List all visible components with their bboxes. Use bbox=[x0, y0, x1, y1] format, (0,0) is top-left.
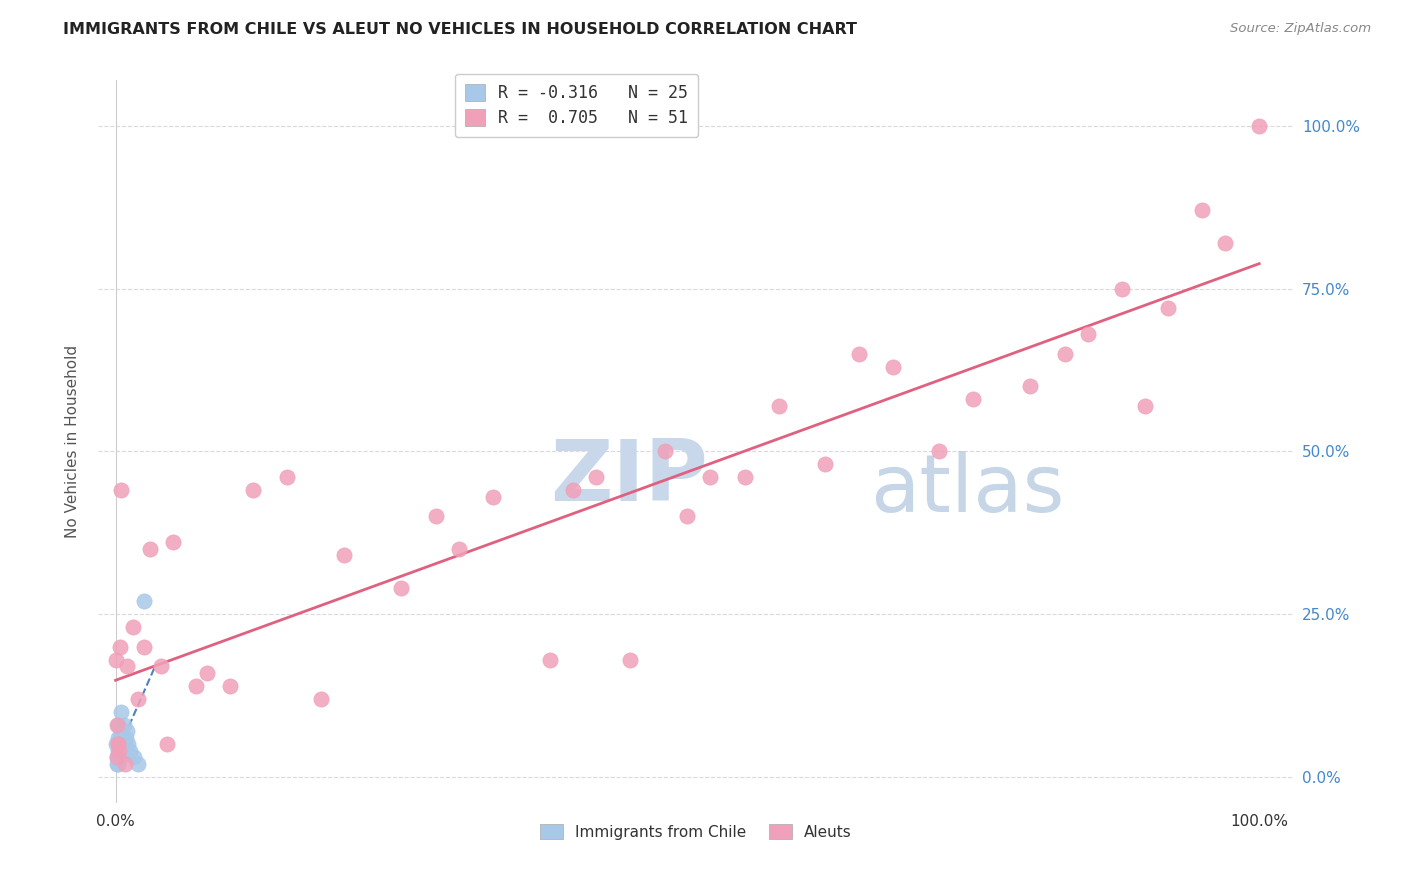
Point bbox=[1019, 379, 1042, 393]
Point bbox=[105, 717, 128, 731]
Legend: Immigrants from Chile, Aleuts: Immigrants from Chile, Aleuts bbox=[534, 818, 858, 846]
Point bbox=[107, 737, 129, 751]
Point bbox=[114, 737, 136, 751]
Point bbox=[108, 640, 131, 654]
Point bbox=[111, 744, 134, 758]
Point bbox=[1111, 282, 1133, 296]
Point bbox=[107, 717, 129, 731]
Point bbox=[1157, 301, 1180, 315]
Point bbox=[107, 737, 129, 751]
Point bbox=[562, 483, 585, 498]
Point bbox=[105, 750, 128, 764]
Point bbox=[333, 549, 356, 563]
Y-axis label: No Vehicles in Household: No Vehicles in Household bbox=[65, 345, 80, 538]
Point bbox=[110, 737, 132, 751]
Point bbox=[105, 750, 128, 764]
Point bbox=[110, 705, 132, 719]
Point bbox=[111, 724, 134, 739]
Point bbox=[114, 756, 136, 771]
Point bbox=[105, 756, 128, 771]
Point bbox=[139, 541, 162, 556]
Point bbox=[1133, 399, 1156, 413]
Point bbox=[108, 750, 131, 764]
Point bbox=[654, 444, 676, 458]
Point bbox=[447, 541, 470, 556]
Point bbox=[184, 679, 207, 693]
Point bbox=[111, 731, 134, 745]
Point bbox=[242, 483, 264, 498]
Point bbox=[195, 665, 218, 680]
Point bbox=[115, 659, 138, 673]
Point bbox=[108, 744, 131, 758]
Point bbox=[219, 679, 242, 693]
Point bbox=[1077, 327, 1099, 342]
Point bbox=[276, 470, 298, 484]
Point bbox=[425, 509, 447, 524]
Point bbox=[127, 691, 149, 706]
Point bbox=[127, 756, 149, 771]
Point bbox=[122, 750, 145, 764]
Point bbox=[1191, 203, 1213, 218]
Point bbox=[1213, 235, 1236, 250]
Point bbox=[962, 392, 984, 407]
Point bbox=[115, 724, 138, 739]
Point bbox=[538, 652, 561, 666]
Point bbox=[619, 652, 641, 666]
Text: Source: ZipAtlas.com: Source: ZipAtlas.com bbox=[1230, 22, 1371, 36]
Point bbox=[134, 640, 156, 654]
Point bbox=[115, 731, 138, 745]
Point bbox=[1053, 346, 1076, 360]
Point bbox=[112, 717, 135, 731]
Point bbox=[156, 737, 179, 751]
Text: IMMIGRANTS FROM CHILE VS ALEUT NO VEHICLES IN HOUSEHOLD CORRELATION CHART: IMMIGRANTS FROM CHILE VS ALEUT NO VEHICL… bbox=[63, 22, 858, 37]
Point bbox=[768, 399, 790, 413]
Point bbox=[1249, 119, 1271, 133]
Point bbox=[107, 756, 129, 771]
Point bbox=[105, 737, 128, 751]
Point bbox=[150, 659, 173, 673]
Point bbox=[482, 490, 505, 504]
Point bbox=[120, 744, 142, 758]
Point bbox=[882, 359, 904, 374]
Point bbox=[108, 744, 131, 758]
Point bbox=[162, 535, 184, 549]
Point bbox=[117, 737, 139, 751]
Point bbox=[734, 470, 756, 484]
Point bbox=[814, 458, 837, 472]
Point bbox=[676, 509, 699, 524]
Point bbox=[928, 444, 950, 458]
Point bbox=[134, 594, 156, 608]
Point bbox=[108, 731, 131, 745]
Text: ZIP: ZIP bbox=[550, 436, 707, 519]
Point bbox=[107, 737, 129, 751]
Point bbox=[121, 620, 143, 634]
Point bbox=[107, 731, 129, 745]
Point bbox=[585, 470, 607, 484]
Point bbox=[699, 470, 721, 484]
Point bbox=[391, 581, 413, 595]
Text: atlas: atlas bbox=[870, 451, 1064, 529]
Point bbox=[110, 483, 132, 498]
Point bbox=[107, 744, 129, 758]
Point bbox=[311, 691, 333, 706]
Point bbox=[848, 346, 870, 360]
Point bbox=[105, 652, 128, 666]
